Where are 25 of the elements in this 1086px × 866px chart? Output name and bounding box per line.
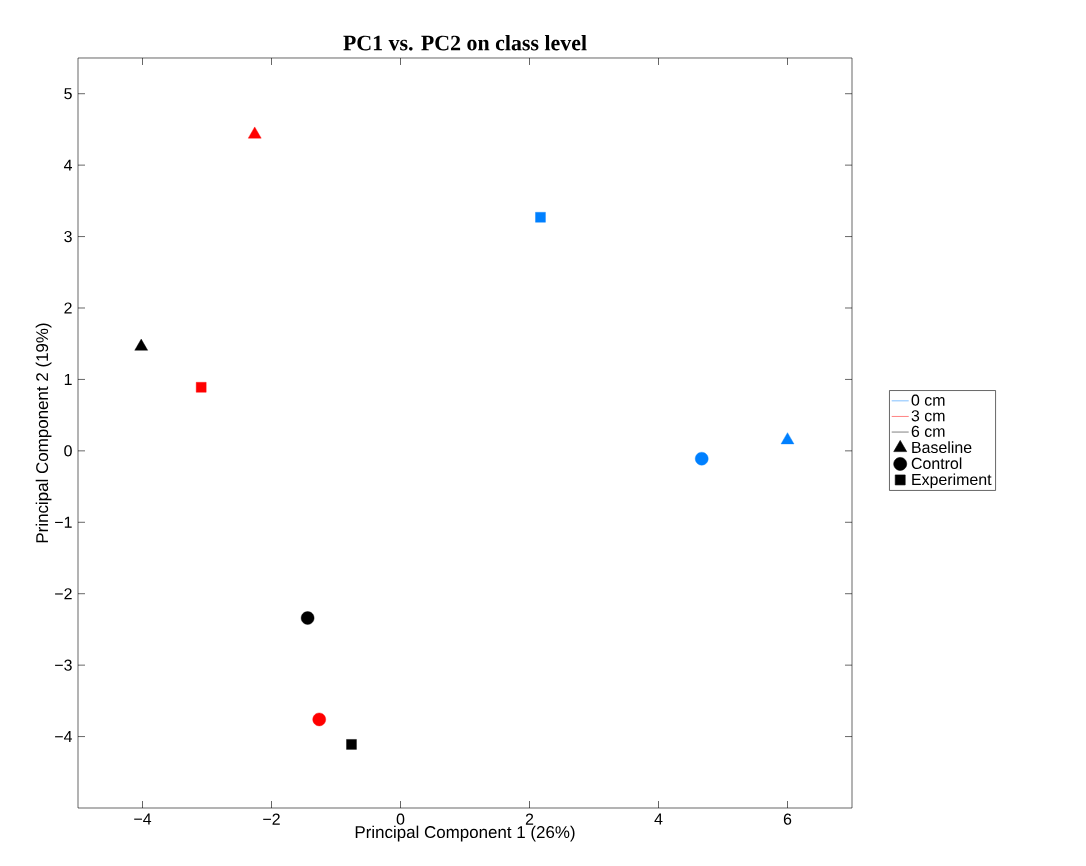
- y-tick-label: 1: [64, 373, 72, 385]
- y-tick-label: 0: [64, 445, 72, 457]
- x-tick-label: −4: [134, 813, 152, 825]
- chart-title: PC1 vs. PC2 on class level: [343, 34, 587, 51]
- legend-label: Control: [911, 457, 962, 470]
- y-tick-label: 5: [64, 88, 72, 100]
- x-tick-label: 0: [396, 813, 405, 825]
- y-tick-label: 4: [63, 159, 73, 171]
- y-tick-label: −4: [55, 731, 73, 743]
- y-tick-label: −2: [55, 588, 72, 600]
- y-tick-label: 3: [64, 230, 72, 243]
- x-axis-title: Principal Component 1 (26%): [355, 825, 575, 842]
- y-tick-label: −3: [55, 659, 72, 671]
- x-tick-label: 6: [783, 813, 792, 825]
- y-axis-title: Principal Component 2 (19%): [35, 323, 52, 543]
- x-tick-label: 2: [525, 813, 534, 825]
- x-tick-label: 4: [654, 813, 663, 825]
- y-tick-label: 2: [64, 302, 72, 314]
- legend-label: 6 cm: [911, 425, 945, 438]
- legend-label: Baseline: [912, 441, 972, 454]
- legend-label: 0 cm: [911, 394, 945, 406]
- y-tick-label: −1: [55, 516, 72, 528]
- x-tick-label: −2: [263, 813, 280, 825]
- legend-label: 3 cm: [911, 410, 945, 422]
- legend-label: Experiment: [912, 473, 992, 489]
